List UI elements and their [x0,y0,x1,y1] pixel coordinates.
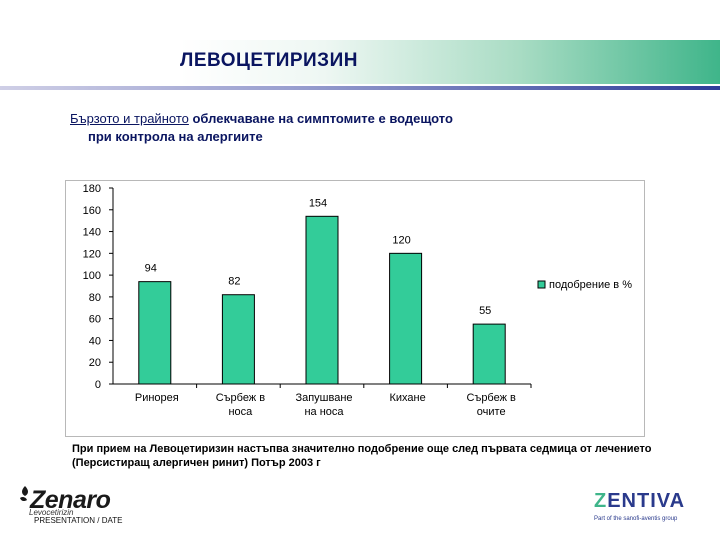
data-label: 154 [309,197,327,209]
zentiva-logo-rest: ENTIVA [607,490,686,512]
zenaro-logo-sub: Levocetirizin [29,508,74,517]
category-label: Сърбеж в [216,392,266,404]
zenaro-leaf-icon [20,486,28,502]
y-tick-label: 40 [89,335,101,347]
subtitle-line2: при контрола на алергиите [88,129,263,144]
category-label: носа [228,406,253,418]
category-label: Ринорея [135,392,179,404]
subtitle-rest: облекчаване на симптомите е водещото [188,111,453,126]
title-underline [0,86,720,90]
data-label: 120 [392,234,410,246]
y-tick-label: 180 [83,183,101,195]
category-label: очите [477,406,506,418]
title-bar [0,40,720,84]
zentiva-logo-z: Z [594,490,608,512]
y-tick-label: 0 [95,379,101,391]
category-label: Кихане [389,392,425,404]
zentiva-logo: ZENTIVA [594,490,685,513]
subtitle-underlined: Бързото и трайното [70,111,189,126]
y-tick-label: 160 [83,205,101,217]
y-tick-label: 20 [89,357,101,369]
data-label: 55 [479,305,491,317]
bar-chart: 0 20 40 60 80 100 120 140 160 180 94 Ринорея 82 Сърбе… [83,183,633,418]
data-label: 82 [228,276,240,288]
y-tick-label: 80 [89,292,101,304]
legend-label: подобрение в % [549,279,632,291]
y-tick-label: 60 [89,314,101,326]
zentiva-tagline: Part of the sanofi-aventis group [594,516,678,522]
chart-frame: 0 20 40 60 80 100 120 140 160 180 94 Ринорея 82 Сърбе… [65,180,645,437]
footnote: При прием на Левоцетиризин настъпва знач… [72,443,652,469]
legend-swatch [537,280,546,289]
category-label: Сърбеж в [467,392,517,404]
slide-subtitle: Бързото и трайното облекчаване на симпто… [70,110,630,146]
bar [221,294,255,385]
y-tick-label: 120 [83,248,101,260]
presentation-date-label: PRESENTATION / DATE [34,516,123,525]
category-label: на носа [304,406,344,418]
y-tick-label: 100 [83,270,101,282]
bar [389,252,423,385]
bar [472,323,506,385]
data-label: 94 [145,263,157,275]
bar [305,215,339,385]
category-label: Запушване [295,392,352,404]
zenaro-logo: Zenaro [30,486,111,514]
y-tick-label: 140 [83,227,101,239]
slide-title: ЛЕВОЦЕТИРИЗИН [180,50,358,71]
bar [138,281,172,385]
